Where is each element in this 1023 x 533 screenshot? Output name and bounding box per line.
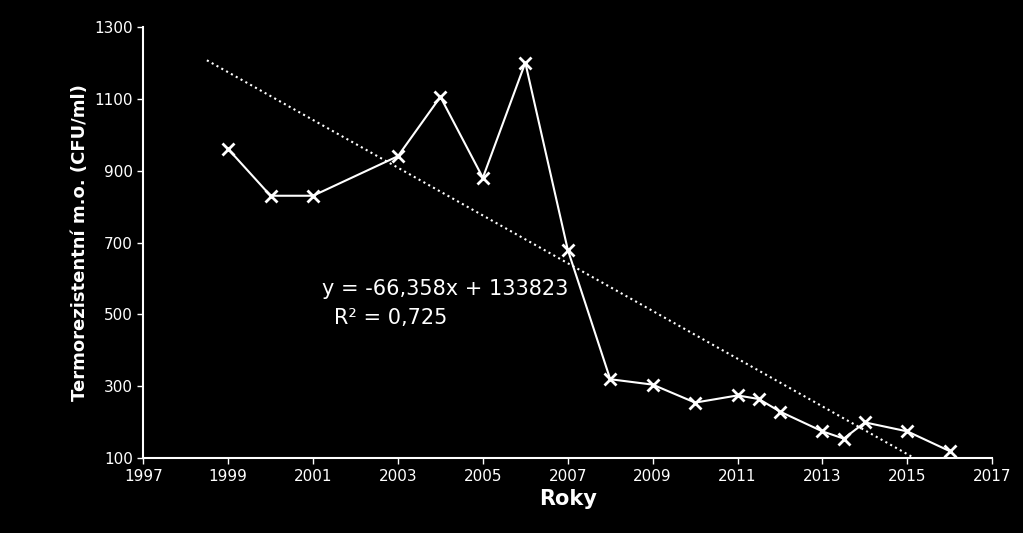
Y-axis label: Termorezistentní m.o. (CFU/ml): Termorezistentní m.o. (CFU/ml)	[71, 84, 89, 401]
Text: y = -66,358x + 133823: y = -66,358x + 133823	[321, 279, 568, 300]
X-axis label: Roky: Roky	[539, 489, 596, 510]
Text: R² = 0,725: R² = 0,725	[335, 308, 448, 328]
